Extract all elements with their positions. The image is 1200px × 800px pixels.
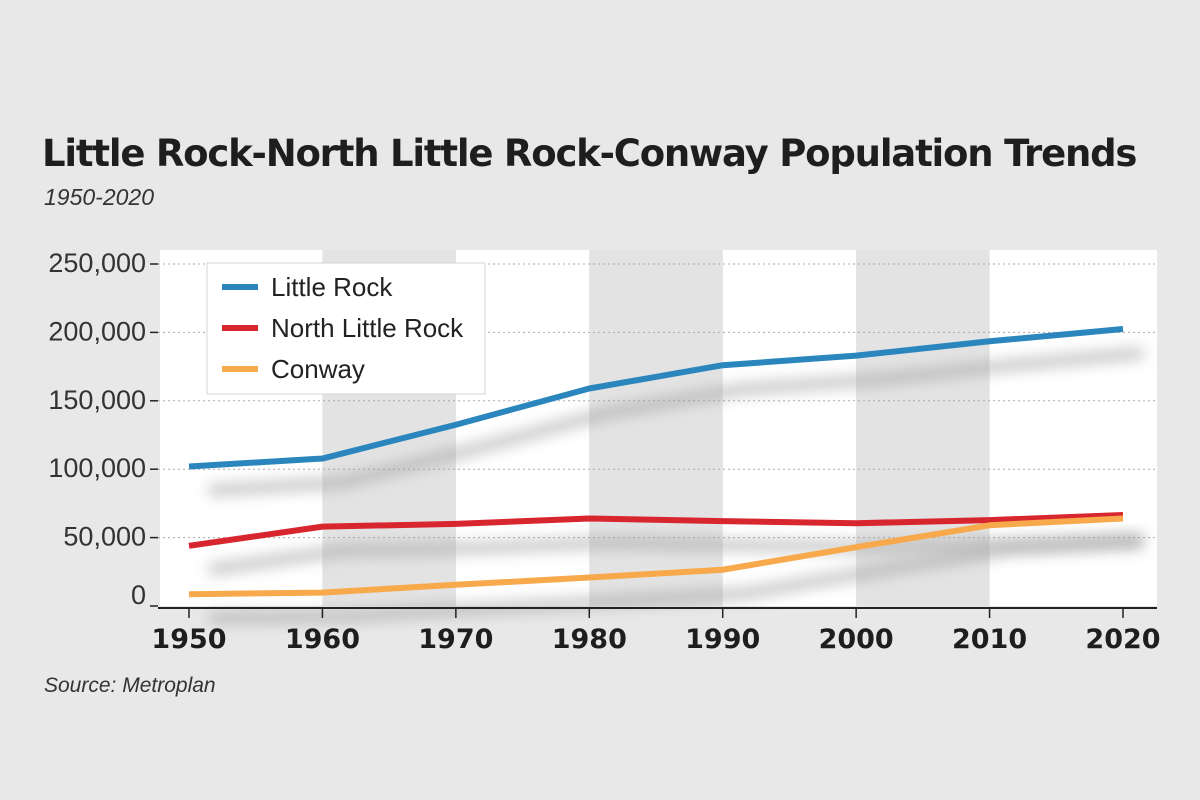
y-tick-label: 50,000 bbox=[63, 522, 146, 552]
y-tick-label: 250,000 bbox=[48, 248, 146, 278]
x-tick-label: 1970 bbox=[418, 624, 493, 655]
legend-label: North Little Rock bbox=[271, 313, 464, 343]
x-tick-label: 1980 bbox=[552, 624, 627, 655]
legend: Little Rock North Little Rock Conway bbox=[206, 262, 486, 395]
y-tick-label: 200,000 bbox=[48, 316, 146, 346]
chart-title: Little Rock-North Little Rock-Conway Pop… bbox=[42, 132, 1137, 175]
series-lines bbox=[188, 325, 1124, 598]
legend-label: Conway bbox=[271, 354, 365, 384]
axes: 0 50,000 100,000 150,000 200,000 250,000 1950 1… bbox=[48, 248, 1160, 655]
source-note: Source: Metroplan bbox=[44, 674, 216, 697]
line-shadows bbox=[208, 347, 1144, 625]
band-gray bbox=[589, 250, 723, 606]
x-tick-label: 2000 bbox=[819, 624, 894, 655]
series-line-conway bbox=[188, 515, 1124, 598]
x-tick-label: 1950 bbox=[151, 624, 226, 655]
x-tick-label: 2010 bbox=[952, 624, 1027, 655]
x-tick-label: 2020 bbox=[1085, 624, 1160, 655]
legend-label: Little Rock bbox=[271, 272, 393, 302]
y-tick-label: 0 bbox=[131, 580, 146, 610]
series-shadow bbox=[208, 533, 1144, 576]
x-tick-label: 1990 bbox=[685, 624, 760, 655]
series-shadow bbox=[208, 536, 1144, 625]
y-tick-label: 150,000 bbox=[48, 385, 146, 415]
y-tick-label: 100,000 bbox=[48, 453, 146, 483]
x-tick-label: 1960 bbox=[285, 624, 360, 655]
chart-subtitle: 1950-2020 bbox=[44, 184, 154, 210]
series-shadow bbox=[208, 347, 1144, 497]
series-line-north-little-rock bbox=[188, 512, 1124, 549]
series-line-little-rock bbox=[188, 325, 1124, 470]
